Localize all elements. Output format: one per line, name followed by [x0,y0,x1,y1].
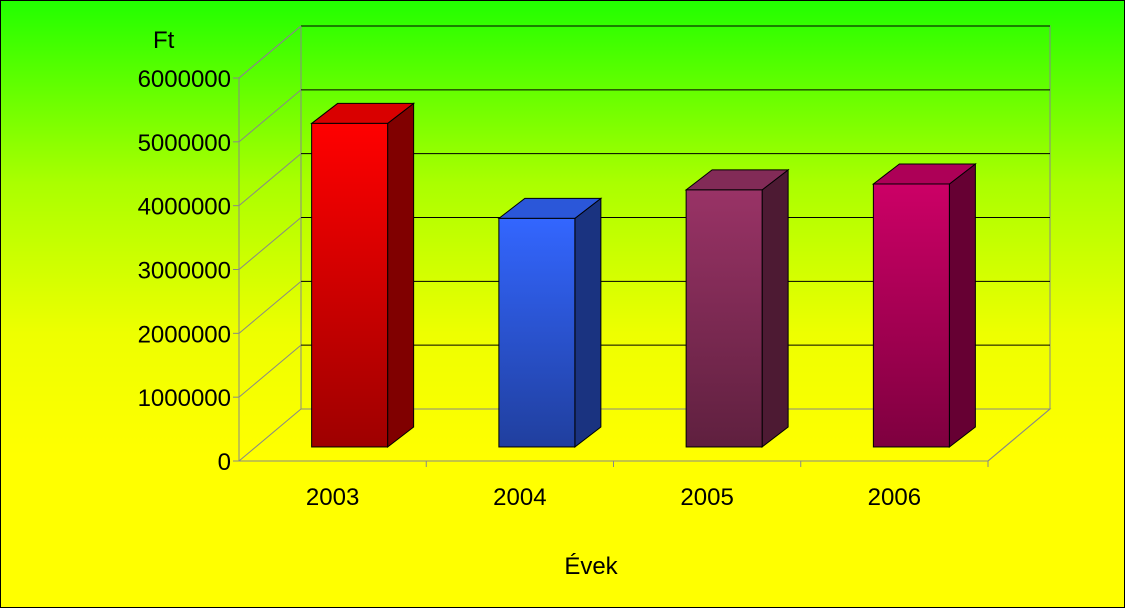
y-tick-label: 2000000 [138,321,231,348]
gridline-side [238,344,302,398]
x-tick-label: 2004 [493,484,546,511]
x-tick-label: 2006 [868,484,921,511]
bar-side [761,168,789,448]
y-axis-depth [238,25,302,79]
bar-2004 [497,197,603,448]
y-tick-label: 0 [218,449,231,476]
bar-2003 [310,102,416,448]
bar-side [948,162,976,448]
bar-front [872,183,950,448]
y-tick-label: 4000000 [138,194,231,221]
y-tick-label: 1000000 [138,385,231,412]
bar-side [387,102,415,448]
gridline-side [238,153,302,207]
x-axis-title: Évek [564,553,618,580]
bar-front [311,122,389,448]
x-tick-label: 2003 [306,484,359,511]
gridline-side [238,217,302,270]
bars [310,102,977,448]
bar-2005 [684,168,790,448]
bar-front [498,217,576,448]
gridline-side [238,280,302,334]
y-axis-title: Ft [153,27,175,54]
bar-front [685,189,763,448]
x-axis-depth [987,408,1051,462]
labels: Ft Évek 0 1000000 2000000 3000000 4000000 500… [138,27,922,580]
y-tick-label: 6000000 [138,66,231,93]
axes [233,25,1051,467]
bar-2006 [871,162,977,448]
y-tick-label: 3000000 [138,258,231,285]
gridline-side [238,89,302,143]
x-tick-label: 2005 [680,484,733,511]
y-tick-label: 5000000 [138,130,231,157]
bar-side [574,197,602,448]
